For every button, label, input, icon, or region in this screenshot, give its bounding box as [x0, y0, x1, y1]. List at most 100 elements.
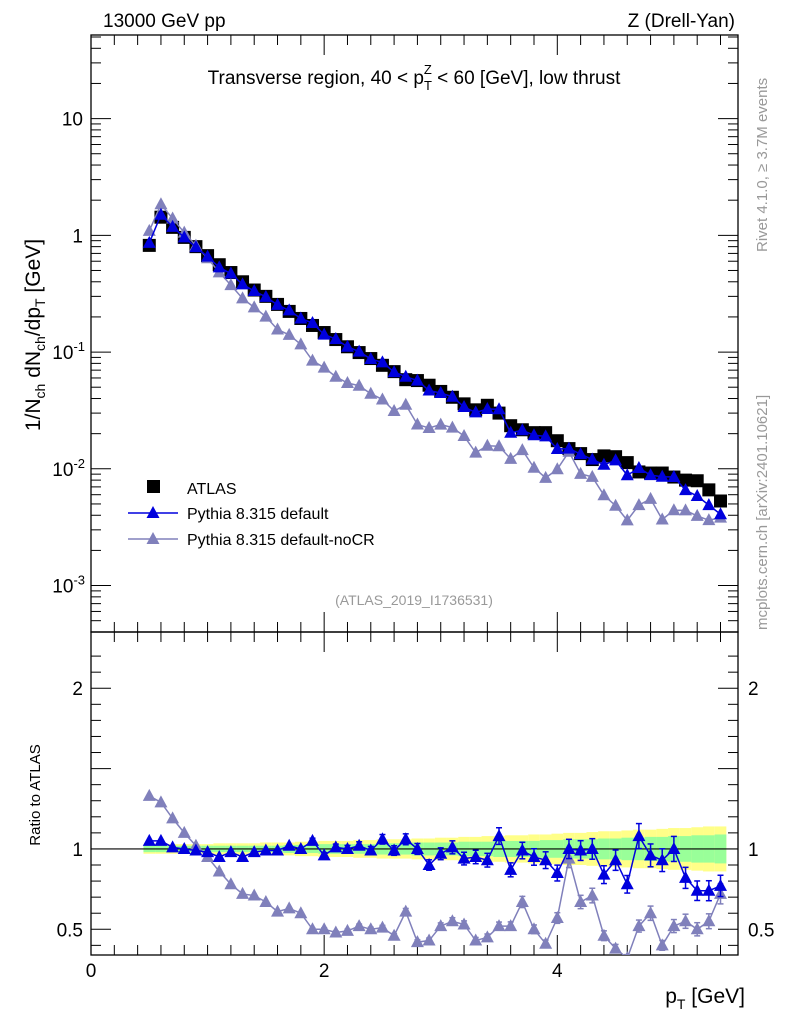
mc-ratio-point — [469, 933, 483, 946]
mc-ratio-point — [410, 841, 424, 854]
mc-ratio-point — [375, 832, 389, 845]
mc-point — [189, 240, 203, 253]
y-tick-label: 10-3 — [52, 573, 85, 598]
mc-ratio-point — [166, 840, 180, 853]
atlas-point — [690, 474, 704, 488]
mc-ratio-point — [364, 843, 378, 856]
mc-point — [527, 428, 541, 441]
mc-point — [399, 397, 413, 410]
legend-marker — [146, 506, 160, 518]
rivet-label: Rivet 4.1.0, ≥ 3.7M events — [754, 78, 771, 252]
mc-point — [492, 439, 506, 452]
mc-point — [329, 332, 343, 345]
mc-point — [294, 311, 308, 324]
mc-point — [457, 399, 471, 412]
mc-ratio-point — [387, 843, 401, 856]
mc-point — [632, 498, 646, 511]
mc-point — [154, 207, 168, 220]
mc-point — [247, 300, 261, 313]
mc-point — [714, 507, 728, 520]
mcplots-label: mcplots.cern.ch [arXiv:2401.10621] — [754, 395, 771, 630]
mc-ratio-point — [550, 866, 564, 879]
mc-point — [329, 369, 343, 382]
mc-point — [585, 469, 599, 482]
mc-ratio-point — [434, 919, 448, 932]
mc-point — [259, 289, 273, 302]
mc-point — [294, 337, 308, 350]
mc-ratio-point — [259, 894, 273, 907]
mc-ratio-point — [247, 888, 261, 901]
mc-ratio-point — [340, 923, 354, 936]
mc-ratio-point — [177, 841, 191, 854]
mc-point — [201, 249, 215, 262]
mc-point — [375, 355, 389, 368]
mc-point — [247, 284, 261, 297]
energy-label: 13000 GeV pp — [103, 11, 226, 32]
mc-ratio-point — [690, 883, 704, 896]
mc-point — [550, 441, 564, 454]
mc-ratio-point — [434, 846, 448, 859]
mc-point — [410, 373, 424, 386]
mc-ratio-point — [212, 849, 226, 862]
mc-ratio-point — [620, 877, 634, 890]
y-axis-label: 1/Nch dNch/dpT [GeV] — [22, 239, 48, 431]
mc-point — [142, 223, 156, 236]
y-tick-label: 1 — [72, 226, 83, 247]
mc-point — [177, 230, 191, 243]
mc-point — [352, 344, 366, 357]
mc-point — [492, 402, 506, 415]
mc-ratio-point — [480, 853, 494, 866]
mc-ratio-point — [282, 901, 296, 914]
mc-ratio-point — [445, 840, 459, 853]
mc-point — [667, 470, 681, 483]
mc-point — [364, 386, 378, 399]
mc-ratio-point — [271, 904, 285, 917]
mc-point — [620, 513, 634, 526]
mc-point — [364, 352, 378, 365]
mc-ratio-point — [352, 838, 366, 851]
mc-point — [317, 327, 331, 340]
mc-ratio-point — [714, 878, 728, 891]
plot-title: Transverse region, 40 < pTZ < 60 [GeV], … — [208, 62, 621, 93]
x-tick-label: 0 — [86, 961, 97, 982]
mc-ratio-point — [550, 911, 564, 924]
mc-point — [224, 266, 238, 279]
mc-point — [422, 383, 436, 396]
atlas-point — [550, 434, 564, 448]
mc-point — [504, 451, 518, 464]
mc-point — [259, 309, 273, 322]
mc-ratio-point — [224, 845, 238, 858]
mc-ratio-point — [667, 841, 681, 854]
mc-ratio-point — [585, 841, 599, 854]
mc-point — [515, 443, 529, 456]
legend-atlas-label: ATLAS — [187, 481, 237, 498]
ratio-tick-label: 2 — [748, 679, 759, 700]
mc-ratio-point — [177, 825, 191, 838]
mc-point — [340, 339, 354, 352]
mc-point — [434, 385, 448, 398]
mc-point — [469, 405, 483, 418]
mc-point — [655, 512, 669, 525]
mc-ratio-point — [469, 849, 483, 862]
mc-point — [352, 378, 366, 391]
mc-point — [690, 508, 704, 521]
mc-ratio-point — [329, 925, 343, 938]
mc-ratio-point — [154, 833, 168, 846]
mc-point — [539, 429, 553, 442]
mc-ratio-point — [679, 870, 693, 883]
mc-ratio-point — [399, 832, 413, 845]
mc-point — [702, 513, 716, 526]
mc-ratio-point — [480, 930, 494, 943]
mc-point — [142, 235, 156, 248]
mc-point — [282, 303, 296, 316]
mc-ratio-point — [212, 864, 226, 877]
mc-point — [445, 389, 459, 402]
process-label: Z (Drell-Yan) — [628, 11, 735, 32]
mc-point — [597, 488, 611, 501]
mc-ratio-point — [305, 833, 319, 846]
mc-point — [271, 322, 285, 335]
mc-point — [644, 468, 658, 481]
mc-point — [469, 445, 483, 458]
mc-ratio-point — [305, 922, 319, 935]
mc-ratio-point — [562, 841, 576, 854]
